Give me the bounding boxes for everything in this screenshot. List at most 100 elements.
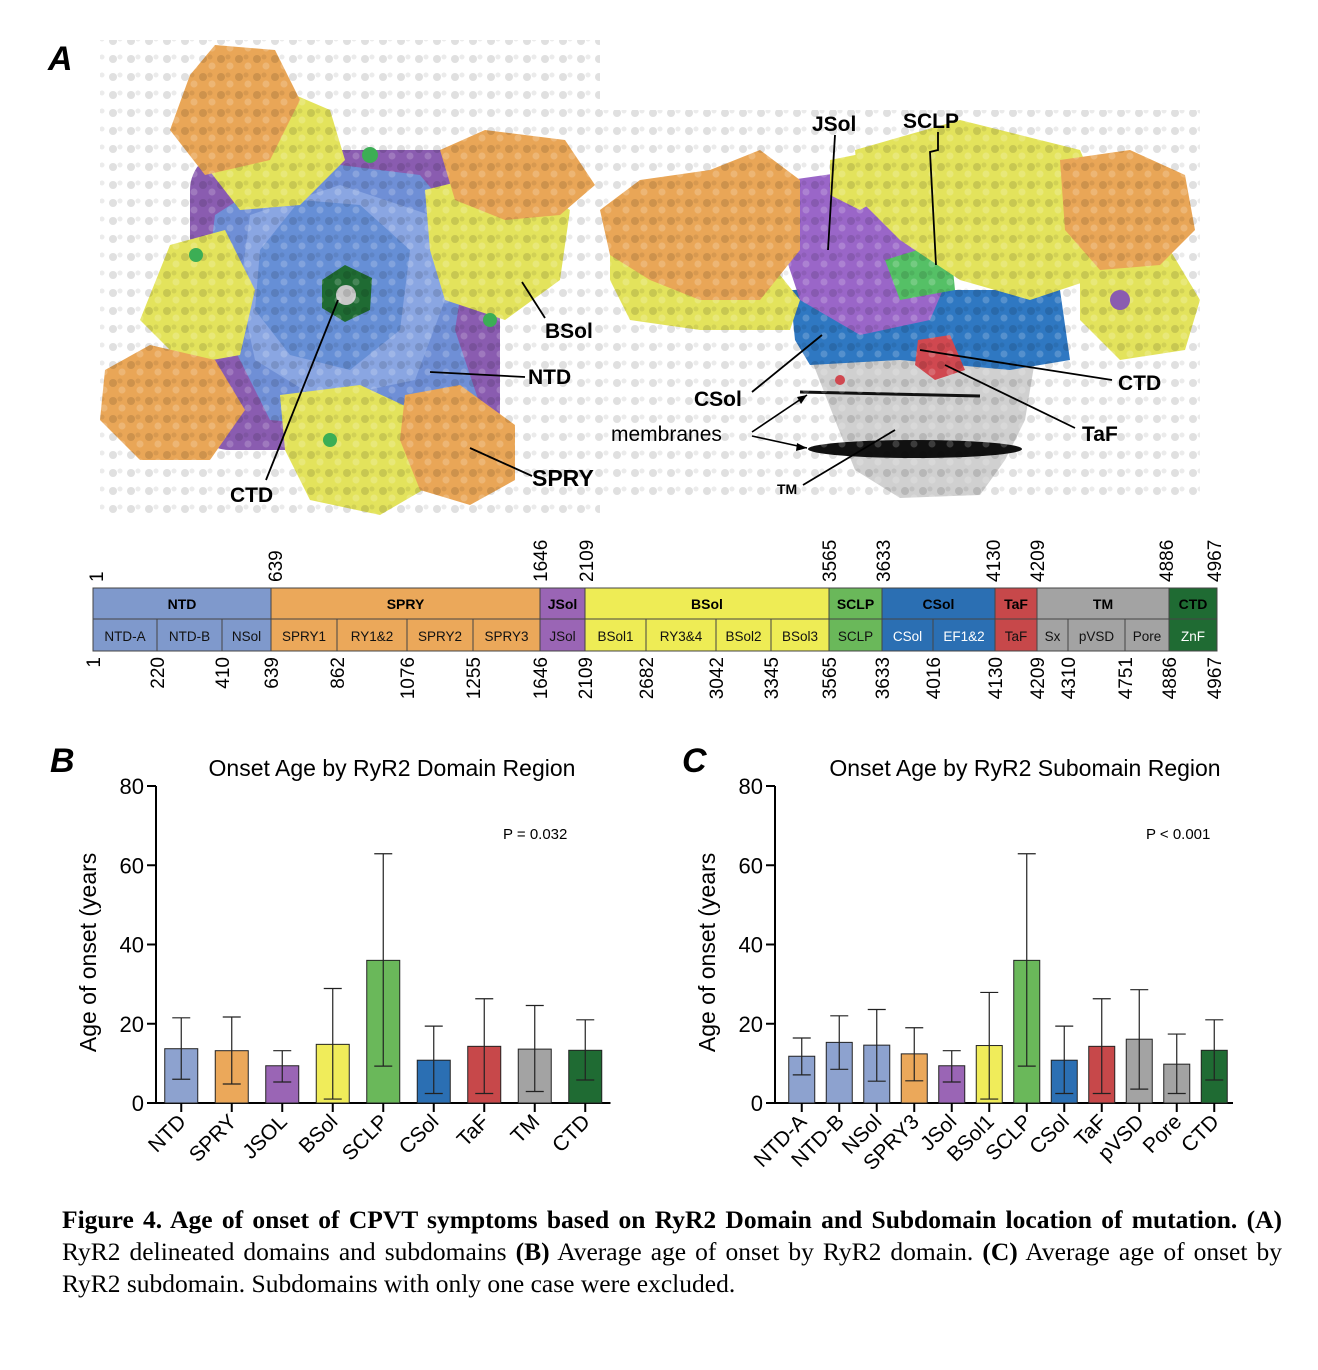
subdomain-label: Pore [1133, 629, 1162, 644]
subdomain-label: SPRY2 [418, 629, 462, 644]
subdomain-label: NTD-A [104, 629, 145, 644]
caption-part-b-label: (B) [515, 1237, 550, 1266]
bottom-residue-number: 410 [213, 657, 234, 689]
domain-label-sclp: SCLP [837, 596, 874, 612]
subdomain-label: RY1&2 [351, 629, 394, 644]
bottom-residue-number: 3565 [820, 657, 841, 699]
p-value-annotation: P = 0.032 [503, 826, 567, 843]
panel-b-letter: B [50, 742, 75, 780]
bottom-residue-number: 1 [84, 657, 105, 668]
domain-label-tm: TM [1093, 596, 1113, 612]
x-tick-label: SPRY [185, 1110, 241, 1166]
subdomain-label: Sx [1045, 629, 1061, 644]
label-ctd-right: CTD [1118, 372, 1161, 395]
domain-label-csol: CSol [923, 596, 955, 612]
y-tick-label: 20 [739, 1012, 763, 1037]
domain-map-bar: NTD NTD-A NTD-B NSol SPRY SPRY1 RY1&2 SPRY2 SPRY… [84, 540, 1226, 700]
chart-title: Onset Age by RyR2 Domain Region [209, 755, 576, 781]
subdomain-label: TaF [1005, 629, 1028, 644]
subdomain-label: ZnF [1181, 629, 1205, 644]
subdomain-label: SPRY1 [282, 629, 326, 644]
x-tick-label: CTD [1177, 1110, 1224, 1157]
domain-label-spry: SPRY [387, 596, 425, 612]
figure-canvas: A BSol NTD SPRY CTD [47, 40, 1233, 1175]
subdomain-label: JSol [549, 629, 575, 644]
top-residue-number: 2109 [577, 540, 598, 582]
domain-label-ntd: NTD [168, 596, 197, 612]
bar-jsol [265, 1065, 300, 1104]
y-axis-label: Age of onset (years [75, 853, 101, 1052]
bottom-residue-number: 220 [148, 657, 169, 689]
top-residue-number: 4209 [1028, 540, 1049, 582]
caption-part-a-text: RyR2 delineated domains and subdomains [62, 1237, 516, 1266]
bottom-residue-number: 3042 [707, 657, 728, 699]
bottom-residue-number: 3345 [762, 657, 783, 699]
subdomain-label: NTD-B [169, 629, 210, 644]
x-tick-label: NTD [144, 1110, 191, 1157]
x-tick-label: TaF [453, 1110, 494, 1151]
label-membranes: membranes [611, 423, 722, 446]
caption-part-a-label: (A) [1246, 1205, 1283, 1234]
ryr2-side-view-structure [600, 110, 1200, 500]
domain-label-bsol: BSol [691, 596, 723, 612]
bottom-residue-number: 1646 [531, 657, 552, 699]
bottom-residue-number: 4016 [924, 657, 945, 699]
chart-title: Onset Age by RyR2 Subomain Region [829, 755, 1220, 781]
subdomain-label: RY3&4 [660, 629, 703, 644]
bottom-residue-number: 3633 [873, 657, 894, 699]
domain-label-taf: TaF [1004, 596, 1028, 612]
label-spry-left: SPRY [532, 465, 594, 491]
subdomain-label: CSol [893, 629, 922, 644]
domain-label-ctd: CTD [1179, 596, 1208, 612]
bottom-residue-number: 2109 [576, 657, 597, 699]
bottom-residue-number: 862 [328, 657, 349, 689]
bottom-residue-number: 4310 [1059, 657, 1080, 699]
bottom-residue-number: 4130 [986, 657, 1007, 699]
bottom-residue-number: 639 [262, 657, 283, 689]
caption-part-c-text: Average age of onset by RyR2 subdomain. … [62, 1237, 1282, 1298]
x-tick-label: Pore [1139, 1110, 1187, 1158]
y-tick-label: 80 [739, 774, 763, 799]
x-tick-label: CSol [395, 1110, 443, 1158]
label-tm-right: TM [777, 481, 797, 497]
x-tick-label: JSOL [238, 1110, 291, 1163]
y-tick-label: 80 [120, 774, 144, 799]
top-residue-number: 3633 [874, 540, 895, 582]
subdomain-label: SCLP [838, 629, 873, 644]
top-residue-number: 4886 [1157, 540, 1178, 582]
label-bsol-left: BSol [545, 320, 593, 343]
top-residue-number: 639 [266, 550, 287, 582]
label-taf-right: TaF [1082, 423, 1118, 446]
y-tick-label: 60 [739, 853, 763, 878]
figure-caption: Figure 4. Age of onset of CPVT symptoms … [62, 1204, 1282, 1300]
y-tick-label: 0 [751, 1091, 763, 1116]
y-tick-label: 40 [739, 933, 763, 958]
x-tick-label: BSol [295, 1110, 343, 1158]
caption-part-b-text: Average age of onset by RyR2 domain. [549, 1237, 983, 1266]
bottom-residue-number: 2682 [637, 657, 658, 699]
right-structure-labels: JSol SCLP CTD CSol TaF membranes TM [611, 110, 1161, 497]
bottom-residue-number: 1076 [398, 657, 419, 699]
bottom-residue-number: 4967 [1205, 657, 1226, 699]
bottom-residue-number: 1255 [464, 657, 485, 699]
label-ctd-left: CTD [230, 484, 273, 507]
x-tick-label: CTD [548, 1110, 595, 1157]
panel-a-letter: A [47, 40, 73, 78]
subdomain-label: NSol [232, 629, 261, 644]
bottom-residue-number: 4751 [1116, 657, 1137, 699]
x-tick-label: CSol [1025, 1110, 1073, 1158]
subdomain-label: SPRY3 [484, 629, 528, 644]
chart-b: B Onset Age by RyR2 Domain Region 0 20 40 60… [50, 742, 611, 1167]
label-csol-right: CSol [694, 388, 742, 411]
label-sclp-right: SCLP [903, 110, 959, 133]
y-tick-label: 40 [120, 933, 144, 958]
top-residue-number: 4967 [1205, 540, 1226, 582]
subdomain-label: BSol3 [782, 629, 818, 644]
p-value-annotation: P < 0.001 [1146, 826, 1210, 843]
chart-c: C Onset Age by RyR2 Subomain Region 0 20 40… [682, 742, 1233, 1175]
subdomain-label: BSol2 [725, 629, 761, 644]
y-axis-label: Age of onset (years [694, 853, 720, 1052]
bottom-residue-number: 4886 [1160, 657, 1181, 699]
x-tick-label: SCLP [338, 1110, 393, 1165]
subdomain-label: EF1&2 [943, 629, 984, 644]
